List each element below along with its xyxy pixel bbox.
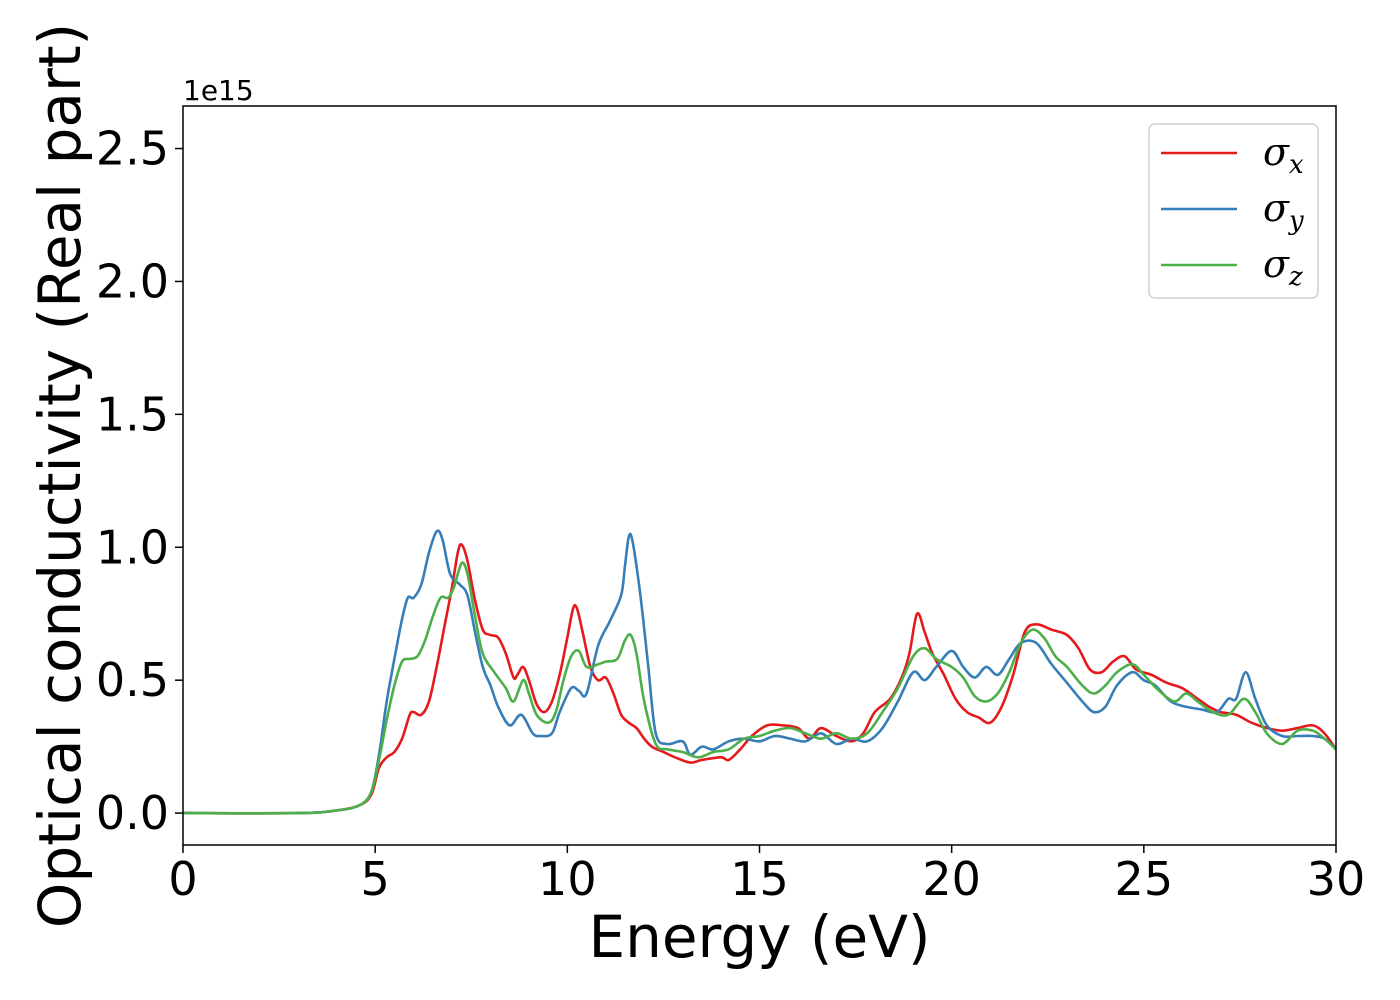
x-tick-label: 5 (361, 852, 390, 906)
y-axis-ticks: 0.0 0.5 1.0 1.5 2.0 2.5 (96, 122, 183, 840)
legend-label-sigma-z: σz (1263, 242, 1303, 292)
series-line-sigma-z (183, 561, 1336, 815)
series-line-sigma-x (183, 542, 1336, 815)
y-tick-label: 1.0 (96, 520, 169, 574)
x-tick-label: 15 (730, 852, 789, 906)
legend-frame (1148, 123, 1319, 299)
y-tick-label: 0.0 (96, 786, 169, 840)
y-offset-label: 1e15 (183, 74, 254, 107)
y-tick-label: 1.5 (96, 387, 169, 441)
x-tick-label: 20 (922, 852, 981, 906)
series-line-sigma-y (183, 529, 1336, 815)
x-axis-ticks: 0 5 10 15 20 25 30 (168, 845, 1365, 906)
x-tick-label: 0 (168, 852, 197, 906)
plot-area (183, 529, 1336, 815)
y-tick-label: 2.0 (96, 254, 169, 308)
y-tick-label: 2.5 (96, 122, 169, 176)
y-tick-label: 0.5 (96, 653, 169, 707)
x-tick-label: 10 (538, 852, 597, 906)
x-tick-label: 25 (1115, 852, 1174, 906)
y-axis-title: Optical conductivity (Real part) (26, 23, 94, 928)
x-axis-title: Energy (eV) (588, 903, 930, 971)
x-tick-label: 30 (1307, 852, 1366, 906)
